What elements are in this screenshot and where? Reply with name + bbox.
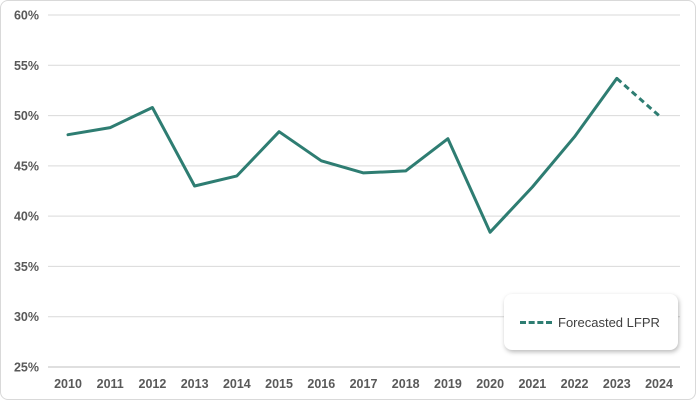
y-tick-label: 40% [14, 210, 39, 224]
series-line-actual [66, 76, 619, 234]
x-tick-label: 2020 [476, 377, 504, 391]
x-tick-label: 2011 [97, 377, 124, 391]
x-tick-label: 2015 [265, 377, 293, 391]
x-tick-label: 2017 [350, 377, 378, 391]
y-tick-label: 25% [14, 361, 39, 375]
x-tick-label: 2019 [434, 377, 462, 391]
y-tick-label: 35% [14, 260, 39, 274]
legend-label: Forecasted LFPR [558, 314, 660, 330]
x-tick-label: 2021 [518, 377, 546, 391]
x-tick-label: 2010 [54, 377, 82, 391]
y-tick-label: 45% [14, 159, 39, 173]
x-tick-label: 2022 [561, 377, 589, 391]
y-axis: 25% 30% 35% 40% 45% 50% 55% 60% [14, 9, 39, 375]
series-line-forecast [615, 77, 660, 117]
x-tick-label: 2024 [645, 377, 673, 391]
legend-swatch-dashed [520, 320, 552, 324]
y-tick-label: 55% [14, 59, 39, 73]
y-tick-label: 30% [14, 310, 39, 324]
y-tick-label: 50% [14, 109, 39, 123]
x-tick-label: 2012 [139, 377, 167, 391]
x-axis: 2010 2011 2012 2013 2014 2015 2016 2017 2018 2019… [54, 377, 673, 391]
x-tick-label: 2014 [223, 377, 251, 391]
x-tick-label: 2023 [603, 377, 631, 391]
x-tick-label: 2018 [392, 377, 420, 391]
series-lines [66, 76, 660, 234]
x-tick-label: 2016 [307, 377, 335, 391]
y-tick-label: 60% [14, 9, 39, 23]
x-tick-label: 2013 [181, 377, 209, 391]
legend: Forecasted LFPR [504, 294, 678, 350]
